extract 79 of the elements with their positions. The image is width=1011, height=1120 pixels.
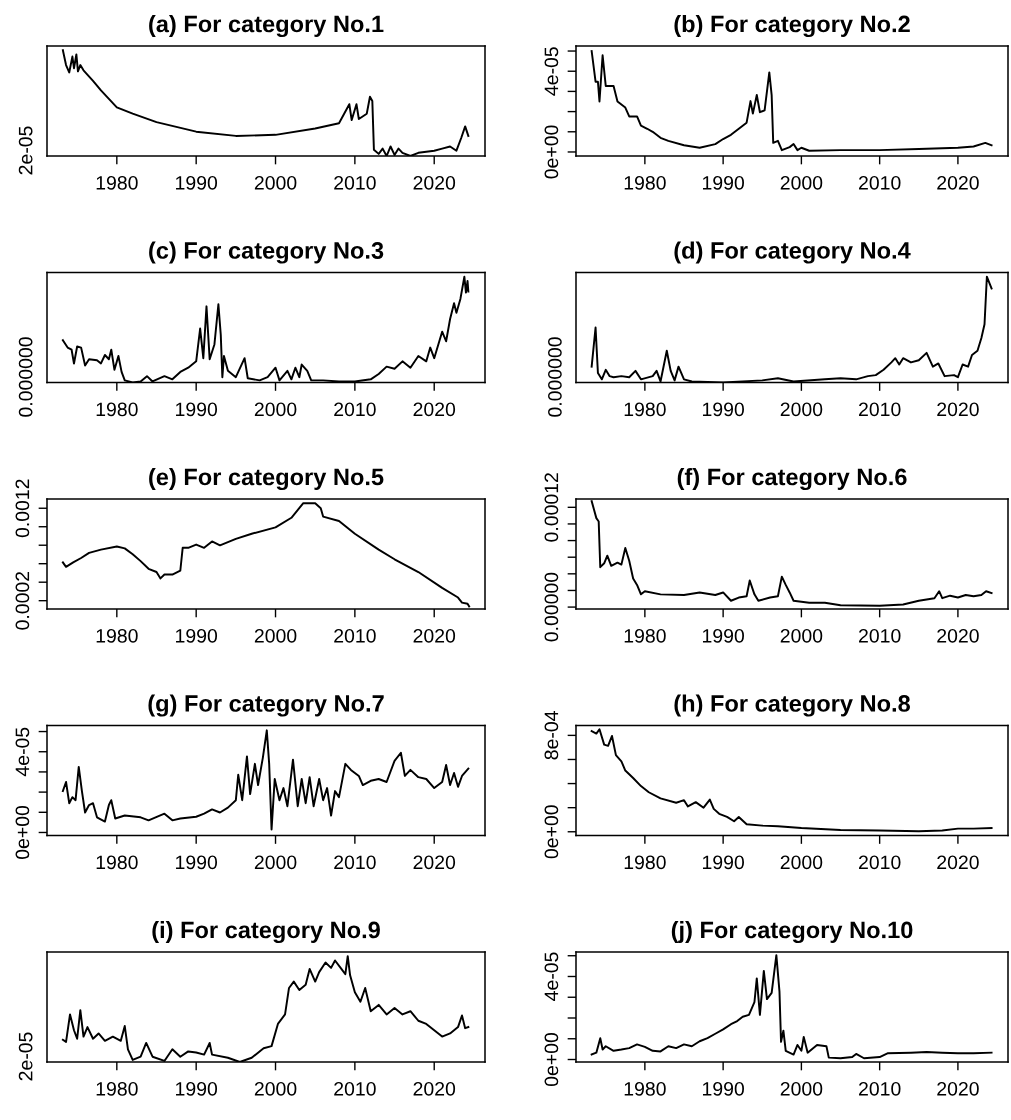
text: 2e-05 [18, 1032, 33, 1081]
x-tick-label: 2010 [859, 1081, 901, 1096]
y-tick-label: 0.0012 [15, 479, 30, 538]
chart-title: (f) For category No.6 [677, 468, 907, 491]
x-tick-label: 2010 [334, 1081, 376, 1096]
line-series [590, 50, 993, 152]
chart-title: (j) For category No.10 [671, 921, 913, 944]
x-tick-label: 2000 [780, 628, 823, 643]
x-tick-label: 2000 [780, 1081, 823, 1096]
x-tick-label: 1990 [702, 855, 744, 870]
x-tick-label: 2020 [413, 402, 456, 417]
x-tick-label: 2010 [334, 175, 376, 190]
x-tick-label: 2020 [937, 628, 979, 643]
text: 2e-05 [18, 126, 33, 175]
x-tick-label: 2010 [334, 855, 376, 870]
x-tick-label: 2020 [413, 628, 456, 643]
x-tick-label: 2020 [937, 855, 979, 870]
x-tick-label: 1980 [96, 402, 138, 417]
chart-title: (h) For category No.8 [674, 694, 911, 717]
y-tick-label: 4e-05 [544, 952, 559, 1001]
x-tick-label: 2000 [780, 402, 823, 417]
x-tick-label: 2020 [413, 175, 456, 190]
y-tick-label: 4e-05 [544, 47, 559, 96]
x-tick-label: 1990 [702, 175, 744, 190]
x-tick-label: 2000 [780, 175, 823, 190]
y-tick-label: 0e+00 [544, 125, 559, 179]
x-tick-label: 1990 [176, 402, 218, 417]
y-tick-label: 0.00012 [544, 473, 559, 542]
x-tick-label: 2020 [413, 1081, 456, 1096]
x-tick-label: 1980 [96, 175, 138, 190]
text: 0.000000 [18, 337, 33, 417]
x-tick-label: 2010 [859, 628, 901, 643]
x-tick-label: 1980 [96, 1081, 138, 1096]
x-tick-label: 1990 [702, 402, 744, 417]
x-tick-label: 2020 [937, 402, 979, 417]
x-tick-label: 2020 [413, 855, 456, 870]
y-tick-label: 0e+00 [15, 805, 30, 860]
x-tick-label: 1980 [624, 855, 666, 870]
chart-title: (d) For category No.4 [674, 241, 911, 264]
y-tick-label: 8e-04 [544, 711, 559, 760]
y-tick-label: 0e+00 [544, 805, 559, 859]
x-tick-label: 2010 [334, 402, 376, 417]
x-tick-label: 2010 [859, 402, 901, 417]
x-tick-label: 1990 [176, 175, 218, 190]
x-tick-label: 2000 [254, 855, 297, 870]
line-series [61, 729, 470, 831]
x-tick-label: 1990 [702, 628, 744, 643]
x-tick-label: 1980 [624, 402, 666, 417]
y-tick-label: 0.00000 [544, 572, 559, 642]
x-tick-label: 1990 [176, 1081, 218, 1096]
x-tick-label: 2010 [859, 855, 901, 870]
x-tick-label: 2000 [780, 855, 823, 870]
x-tick-label: 1990 [176, 855, 218, 870]
x-tick-label: 1980 [624, 1081, 666, 1096]
y-tick-label: 0.0002 [15, 571, 30, 630]
y-tick-label: 4e-05 [15, 727, 30, 777]
chart-title: (a) For category No.1 [149, 15, 384, 38]
x-tick-label: 2000 [254, 1081, 297, 1096]
chart-title: (i) For category No.9 [152, 921, 380, 944]
x-tick-label: 1980 [96, 628, 138, 643]
x-tick-label: 2000 [254, 175, 297, 190]
x-tick-label: 2010 [859, 175, 901, 190]
x-tick-label: 2000 [254, 628, 297, 643]
x-tick-label: 1980 [624, 628, 666, 643]
x-tick-label: 2000 [254, 402, 297, 417]
chart-title: (g) For category No.7 [148, 694, 384, 717]
x-tick-label: 1980 [624, 175, 666, 190]
x-tick-label: 2010 [334, 628, 376, 643]
chart-title: (c) For category No.3 [149, 241, 384, 264]
y-tick-label: 0e+00 [544, 1032, 559, 1087]
x-tick-label: 2020 [937, 1081, 979, 1096]
line-series [590, 728, 993, 833]
x-tick-label: 2020 [937, 175, 979, 190]
text: 0.000000 [548, 337, 562, 417]
x-tick-label: 1990 [176, 628, 218, 643]
x-tick-label: 1980 [96, 855, 138, 870]
chart-title: (b) For category No.2 [674, 15, 910, 38]
chart-title: (e) For category No.5 [149, 468, 384, 491]
x-tick-label: 1990 [702, 1081, 744, 1096]
